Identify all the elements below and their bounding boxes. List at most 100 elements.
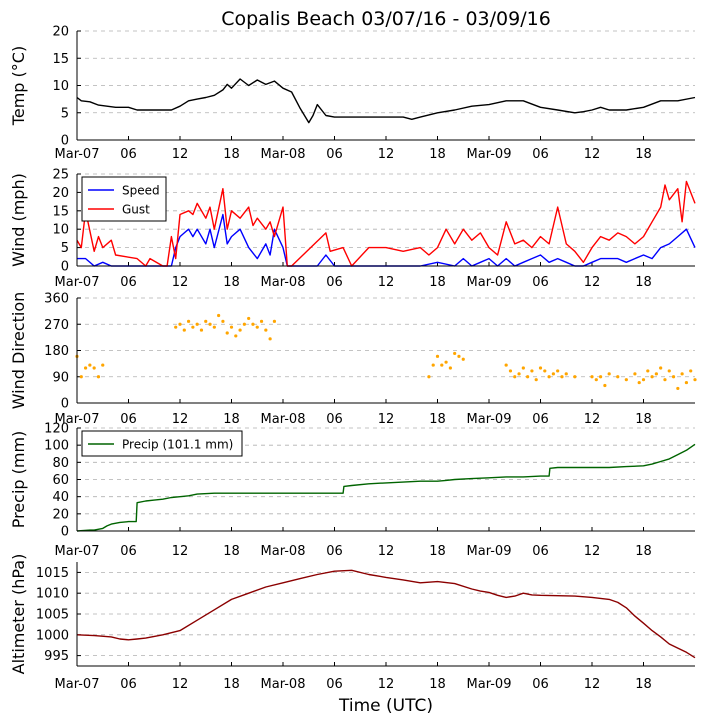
x-tick-label: 06 bbox=[532, 275, 549, 290]
series-direction bbox=[75, 313, 697, 391]
data-point bbox=[101, 363, 105, 367]
data-point bbox=[221, 319, 225, 323]
y-tick-label: 180 bbox=[44, 344, 69, 359]
data-point bbox=[174, 325, 178, 329]
data-point bbox=[255, 325, 259, 329]
data-point bbox=[517, 372, 521, 376]
data-point bbox=[689, 369, 693, 373]
data-point bbox=[547, 375, 551, 379]
y-tick-label: 360 bbox=[44, 292, 69, 307]
y-tick-label: 15 bbox=[52, 204, 69, 219]
x-axis-label: Time (UTC) bbox=[338, 696, 433, 716]
data-point bbox=[556, 369, 560, 373]
x-tick-label: Mar-08 bbox=[261, 412, 306, 427]
y-tick-label: 120 bbox=[44, 422, 69, 437]
x-tick-label: Mar-09 bbox=[467, 275, 512, 290]
data-point bbox=[268, 337, 272, 341]
data-point bbox=[530, 369, 534, 373]
x-tick-label: 12 bbox=[584, 677, 601, 692]
data-point bbox=[92, 366, 96, 370]
x-tick-label: Mar-07 bbox=[55, 544, 100, 559]
x-tick-label: 06 bbox=[120, 544, 137, 559]
x-tick-label: Mar-07 bbox=[55, 275, 100, 290]
data-point bbox=[633, 372, 637, 376]
y-tick-label: 20 bbox=[52, 25, 69, 40]
x-tick-label: 12 bbox=[378, 544, 395, 559]
data-point bbox=[564, 372, 568, 376]
panel-2: 0 5 10 15 20 25 Mar-07 06 12 18 Mar-08 06 12 18 Mar-09… bbox=[9, 168, 696, 290]
data-point bbox=[671, 375, 676, 379]
y-tick-label: 1000 bbox=[36, 628, 69, 643]
x-tick-label: 06 bbox=[532, 147, 549, 162]
x-tick-label: 12 bbox=[378, 275, 395, 290]
data-point bbox=[680, 372, 684, 376]
data-point bbox=[641, 378, 646, 382]
y-tick-label: 0 bbox=[61, 525, 69, 540]
data-point bbox=[676, 386, 680, 391]
legend-label-precip: Precip (101.1 mm) bbox=[122, 438, 233, 452]
x-tick-label: 06 bbox=[326, 412, 343, 427]
y-tick-label: 5 bbox=[61, 106, 69, 121]
data-point bbox=[667, 369, 671, 373]
chart-title: Copalis Beach 03/07/16 - 03/09/16 bbox=[221, 8, 551, 30]
data-point bbox=[264, 328, 268, 332]
y-axis-label: Temp (°C) bbox=[9, 46, 28, 126]
series-line-temp bbox=[76, 78, 696, 124]
x-tick-label: 18 bbox=[223, 275, 240, 290]
y-tick-label: 10 bbox=[52, 79, 69, 94]
data-point bbox=[444, 360, 448, 364]
data-point bbox=[242, 322, 246, 326]
x-tick-label: Mar-08 bbox=[261, 147, 306, 162]
x-tick-label: 12 bbox=[378, 412, 395, 427]
x-tick-label: 06 bbox=[326, 147, 343, 162]
data-point bbox=[573, 375, 577, 379]
y-tick-label: 25 bbox=[52, 168, 69, 183]
y-tick-label: 1015 bbox=[36, 566, 69, 581]
data-point bbox=[251, 322, 255, 326]
y-axis-label: Wind (mph) bbox=[9, 173, 28, 267]
panel-5: 995 1000 1005 1010 1015 Mar-07 06 12 18 Mar-08 06 1… bbox=[9, 554, 696, 692]
data-point bbox=[513, 375, 517, 379]
y-tick-label: 5 bbox=[61, 241, 69, 256]
x-tick-label: 18 bbox=[429, 275, 446, 290]
x-tick-label: 06 bbox=[120, 275, 137, 290]
x-tick-label: 18 bbox=[635, 412, 652, 427]
data-point bbox=[208, 322, 212, 326]
x-tick-label: 06 bbox=[532, 544, 549, 559]
data-point bbox=[225, 331, 229, 335]
x-tick-label: 12 bbox=[378, 677, 395, 692]
legend: Speed Gust bbox=[81, 176, 167, 222]
x-tick-label: Mar-09 bbox=[467, 147, 512, 162]
data-point bbox=[217, 313, 221, 318]
data-point bbox=[191, 325, 195, 329]
x-tick-label: 12 bbox=[584, 412, 601, 427]
data-point bbox=[195, 322, 199, 326]
x-tick-label: Mar-09 bbox=[467, 412, 512, 427]
data-point bbox=[543, 369, 547, 373]
x-tick-label: 06 bbox=[532, 412, 549, 427]
x-tick-label: 06 bbox=[326, 275, 343, 290]
data-point bbox=[526, 375, 530, 379]
data-point bbox=[607, 372, 611, 376]
panel-4: 0 20 40 60 80 100 120 Mar-07 06 12 18 Mar-08 06 12 18 M… bbox=[9, 422, 696, 559]
legend-box bbox=[81, 176, 167, 222]
data-point bbox=[186, 319, 191, 323]
x-tick-label: 18 bbox=[635, 275, 652, 290]
data-point bbox=[663, 378, 667, 382]
x-tick-label: Mar-09 bbox=[467, 544, 512, 559]
x-tick-label: Mar-09 bbox=[467, 677, 512, 692]
data-point bbox=[598, 375, 603, 379]
x-tick-label: 06 bbox=[120, 147, 137, 162]
panel-3: 0 90 180 270 360 Mar-07 06 12 18 Mar-08 06 12 18 Mar-… bbox=[9, 292, 697, 427]
x-tick-label: Mar-08 bbox=[261, 544, 306, 559]
data-point bbox=[521, 366, 525, 370]
x-tick-label: 18 bbox=[635, 544, 652, 559]
data-point bbox=[624, 378, 628, 382]
data-point bbox=[79, 375, 83, 379]
x-tick-label: Mar-07 bbox=[55, 412, 100, 427]
y-tick-label: 0 bbox=[61, 134, 69, 149]
data-point bbox=[83, 366, 88, 370]
data-point bbox=[272, 319, 277, 323]
